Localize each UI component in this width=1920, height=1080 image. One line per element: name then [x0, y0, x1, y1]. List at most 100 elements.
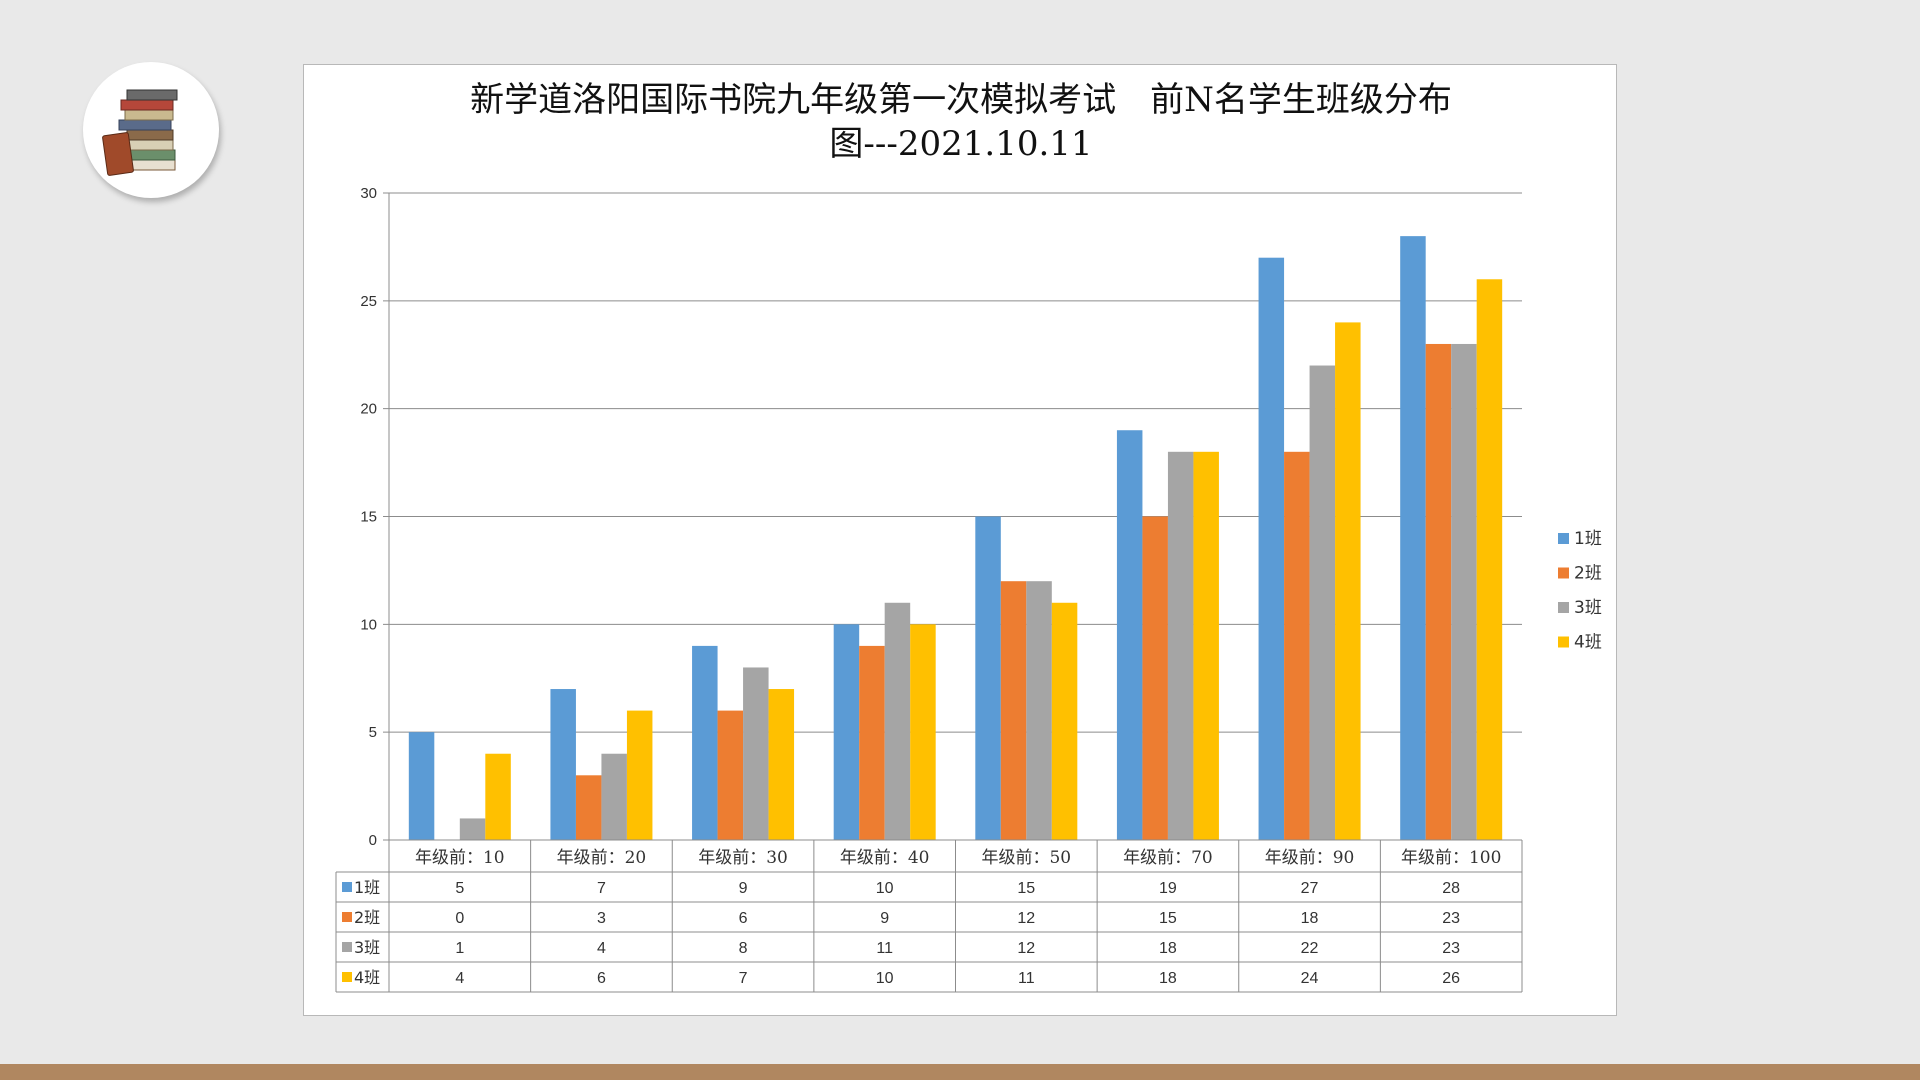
y-tick-label: 0 — [369, 832, 377, 849]
legend-label-1: 1班 — [1574, 529, 1602, 549]
legend-label-3: 3班 — [1574, 598, 1602, 618]
table-value: 3 — [597, 910, 606, 927]
data-table: 年级前：10 年级前：20 年级前：30 年级前：40 年级前：50 年级前：70 年级前：… — [335, 839, 1523, 993]
bar-4-1 — [485, 753, 511, 840]
table-value: 9 — [739, 880, 748, 897]
table-value: 1 — [455, 940, 464, 957]
table-value: 0 — [455, 910, 464, 927]
chart-title-line-2: 图---2021.10.11 — [829, 124, 1092, 164]
table-value: 18 — [1301, 910, 1319, 927]
bar-4-3 — [768, 689, 795, 840]
bar-1-3 — [692, 645, 718, 840]
table-series-key — [342, 912, 352, 922]
category-label: 年级前：10 — [415, 848, 505, 868]
table-value: 24 — [1301, 970, 1319, 987]
legend-swatch-4 — [1558, 636, 1569, 648]
table-series-key — [342, 882, 352, 892]
bar-1-6 — [1116, 430, 1143, 840]
table-value: 11 — [1018, 970, 1035, 987]
category-label: 年级前：70 — [1123, 848, 1213, 868]
bar-3-1 — [459, 818, 486, 840]
bar-1-4 — [833, 624, 860, 840]
table-value: 4 — [597, 940, 606, 957]
bar-2-3 — [717, 710, 744, 840]
table-value: 5 — [455, 880, 464, 897]
bar-1-1 — [408, 732, 435, 840]
table-value: 12 — [1017, 910, 1035, 927]
table-value: 27 — [1301, 880, 1319, 897]
bar-1-5 — [975, 516, 1001, 840]
bar-3-5 — [1026, 581, 1052, 840]
table-value: 6 — [739, 910, 748, 927]
book-stack-icon — [102, 89, 178, 176]
y-tick-label: 20 — [360, 401, 377, 418]
legend-swatch-2 — [1558, 567, 1569, 579]
y-tick-label: 5 — [369, 724, 377, 741]
y-tick-label: 25 — [360, 293, 377, 310]
category-label: 年级前：90 — [1265, 848, 1355, 868]
legend-label-4: 4班 — [1574, 633, 1602, 653]
bar-4-7 — [1335, 322, 1361, 840]
y-axis-ticks: 0 5 10 15 20 25 30 — [360, 185, 377, 849]
bar-2-5 — [1000, 581, 1027, 840]
chart-title-line-1: 新学道洛阳国际书院九年级第一次模拟考试 前N名学生班级分布 — [470, 80, 1452, 120]
bar-3-7 — [1309, 365, 1336, 840]
table-value: 22 — [1301, 940, 1319, 957]
bar-3-3 — [743, 667, 769, 840]
table-value: 7 — [597, 880, 606, 897]
table-value: 6 — [597, 970, 606, 987]
bar-2-4 — [859, 645, 885, 840]
category-label: 年级前：20 — [557, 848, 647, 868]
chart-frame: 新学道洛阳国际书院九年级第一次模拟考试 前N名学生班级分布 图---2021.1… — [303, 64, 1617, 1016]
bar-3-6 — [1167, 451, 1194, 840]
bar-4-5 — [1051, 602, 1078, 840]
table-value: 11 — [876, 940, 893, 957]
bar-3-4 — [884, 602, 911, 840]
bar-1-8 — [1400, 236, 1426, 841]
table-series-name: 3班 — [354, 938, 380, 957]
table-value: 10 — [876, 880, 894, 897]
table-series-name: 2班 — [354, 908, 380, 927]
bar-1-2 — [550, 689, 576, 840]
bottom-bar — [0, 1064, 1920, 1080]
chart-canvas: 新学道洛阳国际书院九年级第一次模拟考试 前N名学生班级分布 图---2021.1… — [335, 80, 1602, 993]
table-value: 7 — [739, 970, 748, 987]
table-series-key — [342, 972, 352, 982]
bar-2-6 — [1142, 516, 1168, 840]
bar-4-2 — [626, 710, 653, 840]
table-series-name: 4班 — [354, 968, 380, 987]
bar-1-7 — [1258, 257, 1285, 840]
legend-label-2: 2班 — [1574, 564, 1602, 584]
category-label: 年级前：50 — [981, 848, 1071, 868]
bar-2-2 — [575, 775, 602, 840]
category-label: 年级前：30 — [698, 848, 788, 868]
table-value: 23 — [1442, 940, 1460, 957]
table-value: 28 — [1442, 880, 1460, 897]
bar-4-6 — [1193, 451, 1219, 840]
legend: 1班 2班 3班 4班 — [1558, 529, 1602, 653]
book-stack-logo — [83, 62, 219, 198]
y-tick-label: 30 — [360, 185, 377, 202]
table-value: 12 — [1017, 940, 1035, 957]
bar-4-4 — [910, 624, 936, 840]
table-value: 23 — [1442, 910, 1460, 927]
bar-2-8 — [1425, 343, 1452, 840]
legend-swatch-1 — [1558, 533, 1569, 544]
legend-swatch-3 — [1558, 602, 1569, 613]
table-value: 10 — [876, 970, 894, 987]
table-series-name: 1班 — [354, 878, 380, 897]
table-value: 4 — [455, 970, 464, 987]
y-tick-label: 15 — [360, 509, 377, 526]
table-value: 8 — [739, 940, 748, 957]
table-series-key — [342, 942, 352, 952]
category-label: 年级前：100 — [1401, 848, 1501, 868]
bars — [408, 236, 1503, 841]
table-value: 19 — [1159, 880, 1177, 897]
bar-4-8 — [1476, 279, 1503, 840]
bar-3-8 — [1451, 343, 1477, 840]
table-value: 15 — [1159, 910, 1177, 927]
category-label: 年级前：40 — [840, 848, 930, 868]
table-value: 18 — [1159, 940, 1177, 957]
table-value: 26 — [1442, 970, 1460, 987]
bar-2-7 — [1284, 451, 1310, 840]
